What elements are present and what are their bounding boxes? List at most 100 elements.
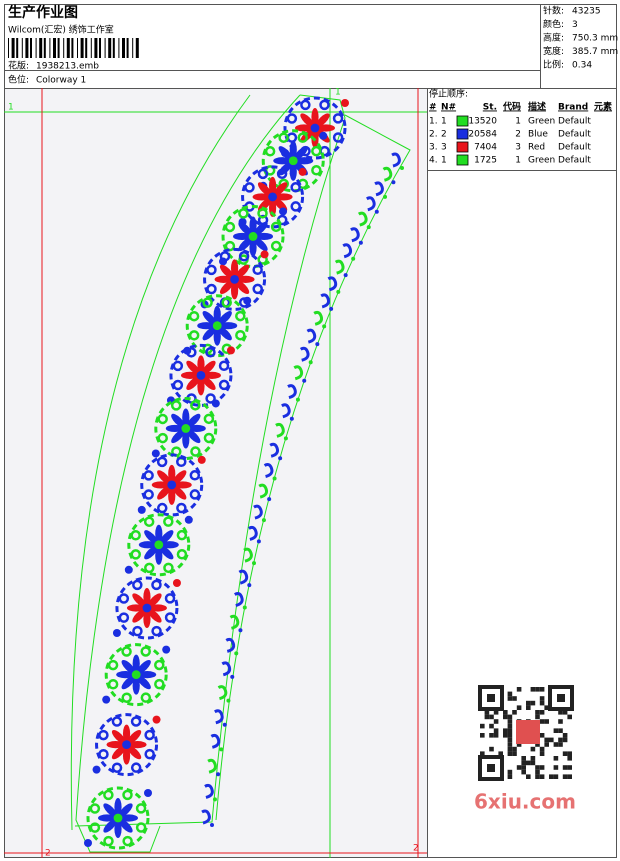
petal [201, 376, 216, 391]
qr-cell [567, 765, 572, 770]
bar-stripe [94, 38, 98, 58]
scroll [300, 99, 311, 111]
motif [286, 99, 344, 157]
scroll [290, 201, 301, 212]
scroll [144, 748, 155, 760]
petal [219, 280, 234, 295]
scroll [163, 516, 174, 527]
petal [317, 124, 335, 132]
wreath [115, 576, 179, 640]
wreath [261, 129, 325, 193]
bar-stripe [25, 38, 29, 58]
motif [89, 789, 147, 847]
scroll [221, 297, 232, 308]
scroll [151, 625, 162, 637]
qr-cell [562, 765, 568, 770]
stat-value: 43235 [572, 7, 601, 17]
petal [147, 608, 162, 623]
vine-scroll [313, 310, 324, 326]
motif [188, 297, 246, 355]
qr-cell [489, 714, 494, 720]
qr-cell [544, 742, 549, 747]
title: 生产作业图 [8, 4, 78, 21]
row-code: 1 [515, 117, 521, 127]
scroll [156, 456, 168, 468]
scroll [118, 593, 130, 604]
qr-cell [516, 742, 522, 747]
petal [214, 275, 233, 283]
scroll [224, 221, 236, 233]
petal [106, 741, 125, 749]
vine-scroll [225, 637, 236, 653]
vine-dot [219, 747, 224, 752]
vine-dot [278, 456, 283, 461]
dot [197, 455, 206, 464]
table-title: 停止顺序: [429, 88, 468, 100]
colorway-label: 色位: [8, 74, 29, 86]
qr-cell [558, 728, 563, 733]
petal [98, 814, 116, 822]
petal [120, 814, 138, 822]
vine-scroll [391, 152, 401, 168]
row-stitches: 13520 [468, 117, 497, 127]
qr-cell [526, 760, 531, 766]
petal [168, 464, 176, 483]
scroll [176, 529, 188, 541]
dot [124, 565, 133, 574]
dot [112, 629, 121, 637]
qr-cell [562, 737, 568, 743]
column-header: # [429, 103, 437, 113]
qr-cell [530, 756, 536, 761]
qr-code [472, 683, 582, 783]
stat-value: 3 [572, 20, 578, 30]
scroll [235, 329, 246, 341]
vine-scroll [204, 783, 214, 799]
qr-cell [484, 714, 490, 720]
scroll [89, 822, 101, 833]
scroll [332, 113, 344, 124]
qr-cell [484, 710, 490, 715]
scroll [224, 240, 236, 252]
vine-dot [234, 651, 239, 656]
scroll [297, 132, 308, 143]
vine-scroll [229, 614, 240, 630]
column-header: St. [483, 103, 497, 113]
petal [160, 541, 179, 549]
qr-cell [539, 765, 545, 770]
flower-center [248, 232, 258, 241]
scroll [122, 789, 133, 801]
petal [230, 259, 239, 278]
scroll [186, 347, 197, 358]
flower-center [212, 321, 222, 331]
flower-center [113, 813, 123, 823]
vine-dot [212, 797, 217, 802]
petal [186, 429, 201, 444]
dot [243, 296, 252, 305]
guide-mark: 2 [413, 844, 419, 854]
qr-cell [503, 728, 508, 733]
bar-stripe [80, 38, 84, 58]
petal [127, 745, 142, 760]
qr-cell [516, 705, 522, 710]
qr-cell [507, 769, 513, 775]
vine-scroll [327, 276, 338, 292]
petal [155, 546, 163, 565]
petal [218, 311, 232, 325]
petal [144, 545, 158, 560]
qr-cell [530, 700, 536, 706]
petal [144, 530, 158, 544]
scroll [98, 729, 109, 741]
vine-dot [315, 342, 320, 347]
qr-cell [507, 691, 513, 697]
vine-dot [374, 209, 379, 214]
stat-label: 高度: [543, 32, 564, 44]
petal [311, 108, 319, 126]
vine-dot [336, 289, 341, 294]
scroll [206, 264, 217, 276]
petal [157, 485, 171, 500]
flower-center [196, 370, 206, 380]
qr-cell [567, 756, 572, 761]
scroll [135, 822, 147, 833]
bar-stripe [8, 38, 9, 58]
vine-scroll [275, 422, 285, 438]
